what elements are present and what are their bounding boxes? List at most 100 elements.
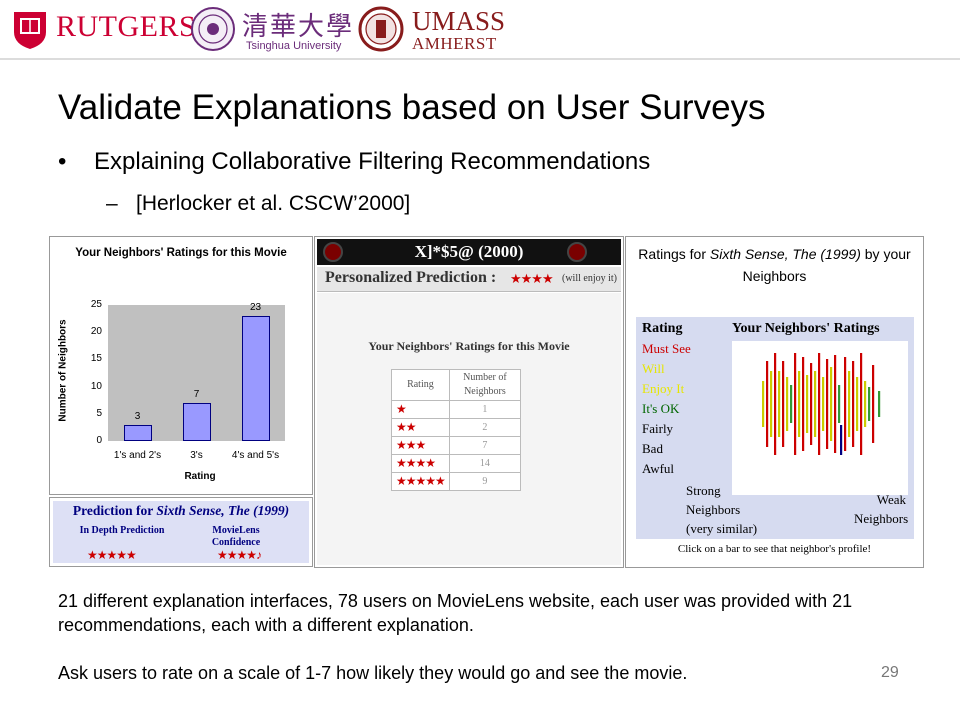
- neighbor-bar[interactable]: [844, 357, 847, 451]
- neighbor-bar[interactable]: [860, 353, 863, 455]
- slide-title: Validate Explanations based on User Surv…: [58, 88, 766, 127]
- neighbor-count: 14: [448, 454, 522, 473]
- bullet-text-2: [Herlocker et al. CSCW’2000]: [136, 192, 411, 215]
- neighbor-bar[interactable]: [856, 377, 859, 431]
- umass-logo-text: UMASS: [412, 6, 506, 36]
- film-reel-icon: [567, 242, 587, 262]
- count-column-header: Number of Neighbors: [448, 369, 522, 401]
- neighbor-bar[interactable]: [814, 371, 817, 437]
- film-reel-icon: [323, 242, 343, 262]
- rating-level-label: Fairly: [642, 421, 674, 436]
- neighbors-bars-chart: [732, 341, 908, 495]
- neighbor-bar[interactable]: [774, 353, 777, 455]
- rutgers-shield-icon: [14, 12, 46, 49]
- click-bar-hint: Click on a bar to see that neighbor's pr…: [677, 543, 872, 555]
- strong-line-3: (very similar): [686, 521, 758, 536]
- neighbor-bar[interactable]: [802, 357, 805, 451]
- y-tick-label: 15: [90, 353, 102, 365]
- chart-title: Your Neighbors' Ratings for this Movie: [75, 247, 287, 259]
- in-depth-prediction-label: In Depth Prediction: [79, 525, 165, 536]
- rutgers-logo-text: RUTGERS: [56, 10, 197, 43]
- table-row: ★★★★★ 9: [391, 472, 522, 491]
- movielens-confidence-label: MovieLens Confidence: [211, 525, 261, 548]
- survey-instruction-text: Ask users to rate on a scale of 1-7 how …: [58, 663, 688, 683]
- neighbor-bar[interactable]: [830, 367, 833, 441]
- rating-level-label: Awful: [642, 461, 675, 476]
- x-tick-label: 3's: [190, 450, 203, 461]
- prediction-label: Personalized Prediction :: [325, 269, 497, 286]
- description-text: 21 different explanation interfaces, 78 …: [58, 591, 853, 635]
- chart-bar: [182, 402, 211, 441]
- rating-level-label: Bad: [642, 441, 663, 456]
- neighbor-bar[interactable]: [786, 377, 789, 431]
- neighbors-table-area: Your Neighbors' Ratings for this Movie R…: [317, 293, 621, 565]
- prediction-heading-prefix: Prediction for: [72, 503, 157, 518]
- neighbor-bar[interactable]: [766, 361, 769, 447]
- panel3-title: Ratings for Sixth Sense, The (1999) by y…: [626, 243, 923, 287]
- panel3-title-prefix: Ratings for: [638, 246, 710, 262]
- x-tick-label: 4's and 5's: [231, 450, 280, 461]
- header-divider: [0, 58, 960, 60]
- neighbor-bar[interactable]: [782, 361, 785, 447]
- table-header-row: Rating Number of Neighbors: [391, 369, 522, 401]
- rating-stars: ★★★: [391, 436, 450, 455]
- neighbor-bar[interactable]: [818, 353, 821, 455]
- prediction-row: Personalized Prediction : ★★★★ (will enj…: [317, 267, 621, 292]
- neighbor-bar[interactable]: [794, 353, 797, 455]
- bullet-item-1: • Explaining Collaborative Filtering Reco…: [58, 148, 650, 176]
- neighbor-bar[interactable]: [778, 371, 781, 437]
- tsinghua-seal-icon: [191, 7, 235, 51]
- neighbor-bar[interactable]: [878, 391, 881, 417]
- rating-header: Rating: [642, 321, 683, 336]
- chart-bar: [241, 315, 270, 441]
- tsinghua-english-name: Tsinghua University: [246, 40, 342, 52]
- personalized-prediction-panel: X]*$5@ (2000) Personalized Prediction : …: [314, 236, 624, 568]
- neighbor-count: 7: [448, 436, 522, 455]
- bar-data-label: 3: [134, 410, 141, 422]
- neighbor-bar[interactable]: [806, 375, 809, 433]
- neighbor-bar[interactable]: [810, 363, 813, 445]
- neighbor-count: 9: [448, 472, 522, 491]
- rating-column-header: Rating: [391, 369, 450, 401]
- neighbor-bar[interactable]: [872, 365, 875, 443]
- prediction-panel-inner: Prediction for Sixth Sense, The (1999) I…: [53, 501, 309, 563]
- umass-seal-icon: [358, 6, 404, 52]
- prediction-note: (will enjoy it): [562, 273, 617, 284]
- rating-level-label: Enjoy It: [642, 381, 685, 396]
- neighbor-bar[interactable]: [770, 371, 773, 437]
- neighbor-bar[interactable]: [852, 361, 855, 447]
- prediction-heading: Prediction for Sixth Sense, The (1999): [53, 503, 309, 519]
- bullet-dot-icon: •: [58, 148, 67, 175]
- tsinghua-chinese-name: 清華大學: [242, 12, 355, 42]
- prediction-panel: Prediction for Sixth Sense, The (1999) I…: [49, 497, 313, 567]
- neighbors-table-title: Your Neighbors' Ratings for this Movie: [368, 339, 570, 353]
- table-row: ★ 1: [391, 400, 522, 419]
- rating-stars: ★★★★: [391, 454, 450, 473]
- chart-x-axis-label: Rating: [184, 471, 216, 482]
- amherst-logo-text: AMHERST: [412, 34, 497, 53]
- weak-line-2: Neighbors: [854, 511, 909, 526]
- neighbor-bar[interactable]: [848, 371, 851, 437]
- neighbors-ratings-panel: Ratings for Sixth Sense, The (1999) by y…: [625, 236, 924, 568]
- movie-title: X]*$5@ (2000): [414, 242, 524, 261]
- neighbor-bar[interactable]: [790, 385, 793, 423]
- neighbor-count: 2: [448, 418, 522, 437]
- neighbor-bar[interactable]: [798, 371, 801, 437]
- neighbor-bar[interactable]: [864, 381, 867, 427]
- neighbor-bar[interactable]: [826, 359, 829, 449]
- neighbor-bar[interactable]: [822, 377, 825, 431]
- neighbor-bar[interactable]: [840, 425, 843, 455]
- neighbors-ratings-table: Rating Number of Neighbors ★ 1 ★★ 2 ★★★ 7 ★…: [391, 369, 522, 491]
- neighbor-bar[interactable]: [868, 387, 871, 421]
- neighbor-bar[interactable]: [838, 385, 841, 423]
- movie-title-bar: X]*$5@ (2000): [317, 239, 621, 265]
- neighbor-bar[interactable]: [762, 381, 765, 427]
- prediction-stars: ★★★★: [510, 271, 554, 286]
- in-depth-prediction-stars: ★★★★★: [87, 548, 137, 562]
- rating-level-label: It's OK: [642, 401, 680, 416]
- y-tick-label: 10: [90, 380, 102, 392]
- neighbor-bar[interactable]: [834, 355, 837, 453]
- movielens-confidence-stars: ★★★★♪: [217, 548, 262, 562]
- strong-line-2: Neighbors: [686, 502, 741, 517]
- bullet-item-2: – [Herlocker et al. CSCW’2000]: [106, 192, 410, 216]
